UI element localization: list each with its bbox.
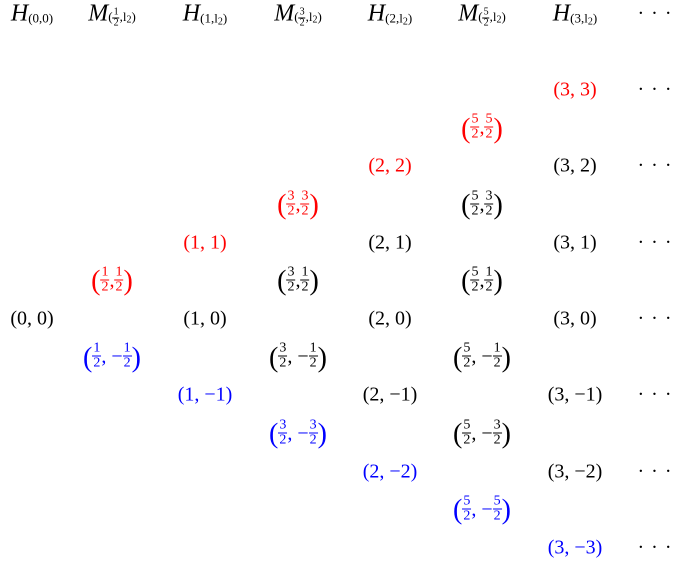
lattice-node: (3, −2) <box>548 460 603 483</box>
row-dots: · · · <box>638 79 673 102</box>
lattice-node: (2, 2) <box>368 155 411 178</box>
lattice-node: (3, 3) <box>553 79 596 102</box>
header-col-1: M(12,l2) <box>88 1 136 28</box>
lattice-node: (12, −12) <box>83 343 141 372</box>
lattice-node: (2, 0) <box>368 308 411 331</box>
row-dots: · · · <box>638 384 673 407</box>
lattice-node: (32, −32) <box>269 419 327 448</box>
lattice-node: (3, 0) <box>553 308 596 331</box>
lattice-node: (2, 1) <box>368 231 411 254</box>
header-dots: · · · <box>638 3 673 26</box>
lattice-node: (52, −52) <box>453 495 511 524</box>
lattice-node: (52, 12) <box>461 266 503 295</box>
row-dots: · · · <box>638 155 673 178</box>
lattice-node: (3, 2) <box>553 155 596 178</box>
lattice-node: (1, −1) <box>178 384 233 407</box>
lattice-node: (52, 52) <box>461 114 503 143</box>
lattice-node: (12, 12) <box>91 266 133 295</box>
lattice-node: (2, −1) <box>363 384 418 407</box>
header-col-6: H(3,l2) <box>553 1 597 28</box>
math-lattice-diagram: H(0,0) M(12,l2) H(1,l2) M(32,l2) H(2,l2) M(52… <box>0 0 685 565</box>
header-col-3: M(32,l2) <box>274 1 322 28</box>
lattice-node: (0, 0) <box>10 308 53 331</box>
row-dots: · · · <box>638 231 673 254</box>
row-dots: · · · <box>638 460 673 483</box>
lattice-node: (52, 32) <box>461 190 503 219</box>
header-col-4: H(2,l2) <box>368 1 412 28</box>
lattice-node: (2, −2) <box>363 460 418 483</box>
row-dots: · · · <box>638 537 673 560</box>
lattice-node: (1, 1) <box>183 231 226 254</box>
lattice-node: (52, −32) <box>453 419 511 448</box>
lattice-node: (32, −12) <box>269 343 327 372</box>
lattice-node: (1, 0) <box>183 308 226 331</box>
lattice-node: (32, 32) <box>277 190 319 219</box>
lattice-node: (3, 1) <box>553 231 596 254</box>
lattice-node: (3, −3) <box>548 537 603 560</box>
header-col-5: M(52,l2) <box>458 1 506 28</box>
lattice-node: (52, −12) <box>453 343 511 372</box>
header-col-0: H(0,0) <box>11 1 53 28</box>
row-dots: · · · <box>638 308 673 331</box>
header-col-2: H(1,l2) <box>183 1 227 28</box>
lattice-node: (3, −1) <box>548 384 603 407</box>
lattice-node: (32, 12) <box>277 266 319 295</box>
